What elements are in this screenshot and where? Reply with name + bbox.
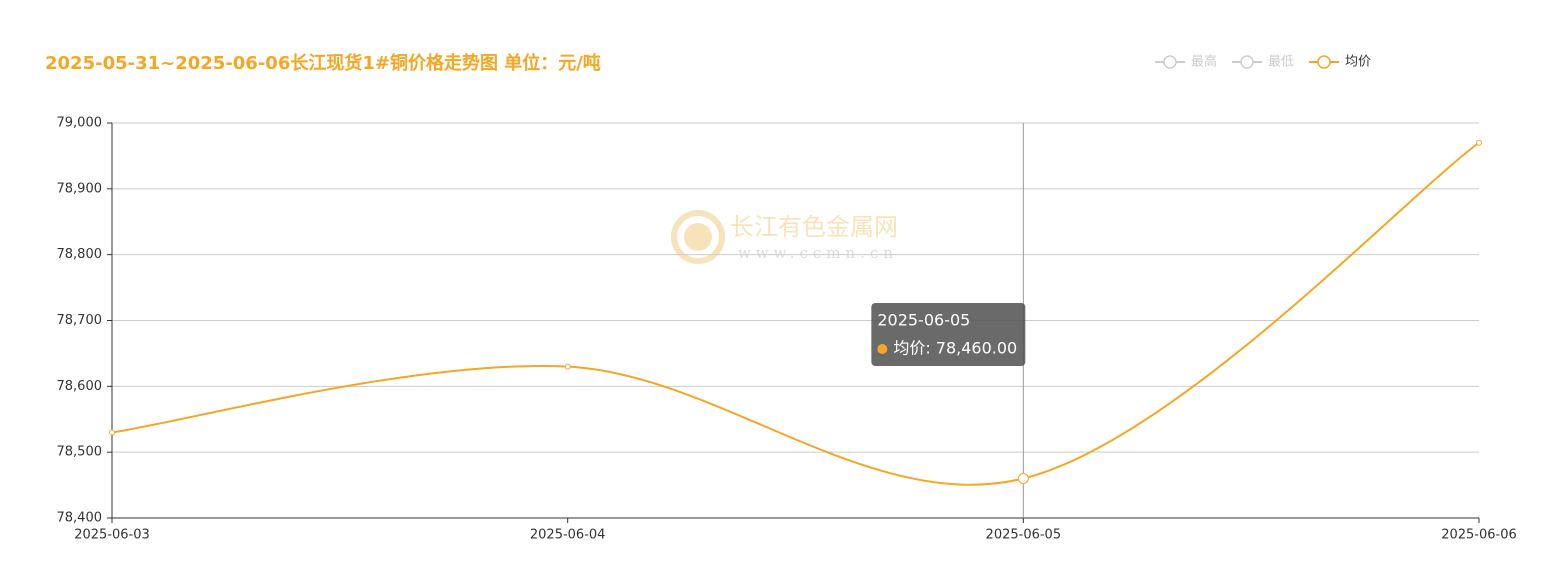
- legend-item: 最低: [1232, 55, 1294, 70]
- legend-item: 最高: [1155, 54, 1217, 70]
- y-tick-label: 78,900: [57, 181, 103, 196]
- legend-marker: [1317, 55, 1331, 69]
- point: [1476, 139, 1482, 146]
- point: [564, 363, 571, 370]
- watermark: 长江有色金属网 www.ccmn.cn: [671, 210, 898, 264]
- tooltip-marker: [877, 344, 888, 354]
- x-tick-label: 2025-06-03: [74, 528, 150, 543]
- line: [111, 141, 1480, 486]
- chart-title: 2025-05-31~2025-06-06长江现货1#铜价格走势图 单位：元/吨: [45, 52, 601, 74]
- legend-item: 均价: [1309, 55, 1371, 70]
- tooltip-label: 均价: 78,460.00: [893, 339, 1017, 358]
- point: [1017, 473, 1029, 484]
- x-tick-label: 2025-06-06: [1441, 528, 1517, 543]
- tooltip: 2025-06-05 均价: 78,460.00: [871, 303, 1026, 366]
- y-tick-label: 78,700: [57, 313, 103, 328]
- point: [109, 429, 115, 436]
- y-tick-label: 78,600: [57, 379, 103, 394]
- x-tick-label: 2025-06-05: [986, 528, 1062, 543]
- watermark-logo-inner: [684, 223, 712, 251]
- legend-label: 最低: [1268, 55, 1294, 70]
- x-tick-label: 2025-06-04: [530, 528, 606, 543]
- legend-label: 最高: [1191, 54, 1217, 70]
- legend-label: 均价: [1345, 55, 1371, 70]
- y-tick-label: 79,000: [57, 116, 103, 131]
- watermark-name: 长江有色金属网: [730, 213, 898, 241]
- watermark-url: www.ccmn.cn: [738, 244, 898, 262]
- tooltip-box: [871, 303, 1026, 366]
- tooltip-title: 2025-06-05: [877, 311, 970, 330]
- y-tick-label: 78,500: [57, 445, 103, 460]
- legend-marker: [1240, 55, 1254, 69]
- y-tick-label: 78,400: [57, 511, 103, 526]
- watermark-logo: [671, 210, 725, 264]
- y-tick-label: 78,800: [57, 247, 103, 262]
- legend-marker: [1163, 55, 1177, 69]
